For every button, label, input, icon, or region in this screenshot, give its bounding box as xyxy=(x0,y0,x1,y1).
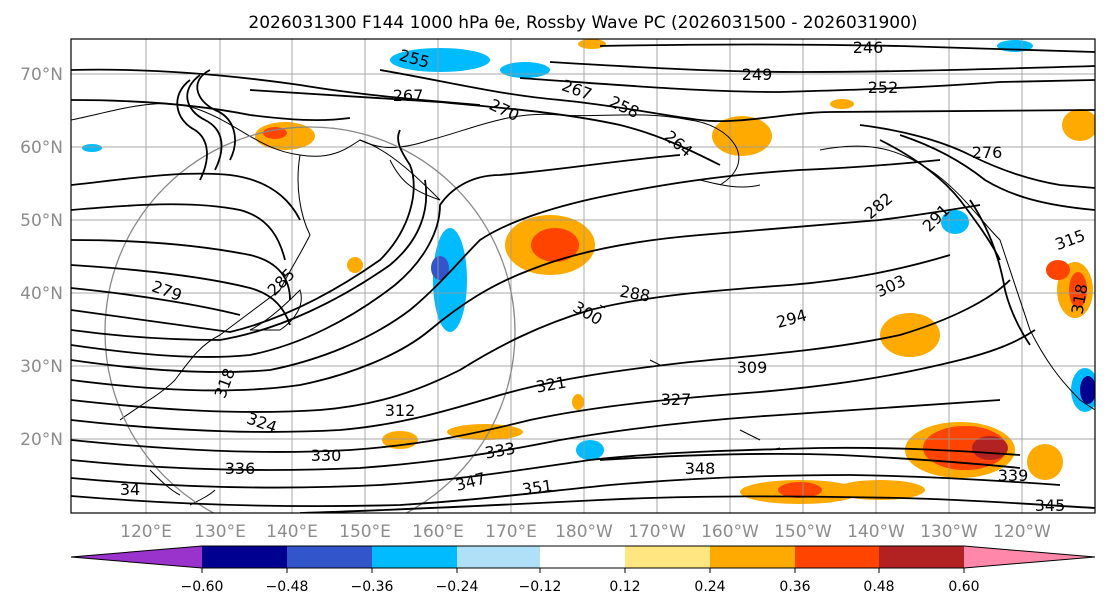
negative-anomaly-patch xyxy=(941,210,969,234)
contour-label: 327 xyxy=(661,390,692,409)
positive-anomaly-patch xyxy=(1027,444,1063,480)
negative-anomaly-patch xyxy=(576,440,604,460)
latitude-labels: 70°N 60°N 50°N 40°N 30°N 20°N xyxy=(20,65,63,450)
contour-label: 252 xyxy=(868,78,899,97)
contour-label: 336 xyxy=(225,459,256,478)
contour-label: 267 xyxy=(393,86,424,105)
positive-anomaly-patch xyxy=(835,480,925,500)
negative-anomaly-patch xyxy=(500,62,550,78)
contour-label: 345 xyxy=(1035,496,1066,515)
contour-label: 309 xyxy=(737,358,768,377)
positive-anomaly-core xyxy=(972,436,1008,460)
lat-label: 60°N xyxy=(20,138,63,158)
lon-label: 160°W xyxy=(701,522,759,542)
lon-label: 180°W xyxy=(555,522,613,542)
positive-anomaly-patch xyxy=(830,99,854,109)
lon-label: 150°E xyxy=(339,522,391,542)
positive-anomaly-patch xyxy=(347,257,363,273)
colorbar-tick-label: −0.24 xyxy=(436,579,479,595)
colorbar-tick-label: 0.48 xyxy=(863,579,894,595)
colorbar-segment xyxy=(540,546,625,568)
positive-anomaly-core xyxy=(263,127,287,139)
colorbar-segment xyxy=(964,546,1095,568)
colorbar-tick-label: −0.12 xyxy=(519,579,562,595)
negative-anomaly-patch xyxy=(82,144,102,152)
lat-label: 70°N xyxy=(20,65,63,85)
contour-label: 246 xyxy=(853,38,884,57)
region-circle xyxy=(104,126,516,513)
lat-label: 20°N xyxy=(20,430,63,450)
colorbar-segment xyxy=(710,546,795,568)
lon-label: 160°E xyxy=(412,522,464,542)
positive-anomaly-core xyxy=(1069,272,1087,308)
contour-label: 351 xyxy=(521,476,554,499)
contour-label: 330 xyxy=(311,446,342,465)
lat-label: 50°N xyxy=(20,211,63,231)
negative-anomaly-patch xyxy=(390,48,490,72)
colorbar-tick-label: 0.36 xyxy=(779,579,810,595)
colorbar-segment xyxy=(795,546,879,568)
lon-label: 130°W xyxy=(920,522,978,542)
lat-label: 30°N xyxy=(20,357,63,377)
colorbar-tick-label: 0.24 xyxy=(694,579,725,595)
lon-label: 140°W xyxy=(847,522,905,542)
colorbar-segment xyxy=(287,546,372,568)
colorbar-segment xyxy=(879,546,964,568)
colorbar-segment xyxy=(202,546,287,568)
contour-label: 276 xyxy=(972,143,1003,162)
lon-label: 170°W xyxy=(628,522,686,542)
longitude-labels: 120°E 130°E 140°E 150°E 160°E 170°E 180°… xyxy=(120,522,1051,542)
colorbar-segment xyxy=(372,546,457,568)
colorbar-tick-label: 0.12 xyxy=(609,579,640,595)
colorbar-segment xyxy=(625,546,710,568)
contour-label: 312 xyxy=(385,401,416,420)
map-frame xyxy=(70,38,1096,514)
negative-anomaly-core xyxy=(431,256,449,280)
colorbar: −0.60 −0.48 −0.36 −0.24 −0.12 0.12 0.24 … xyxy=(70,545,1096,595)
lon-label: 120°W xyxy=(993,522,1051,542)
lon-label: 120°E xyxy=(120,522,172,542)
lon-label: 150°W xyxy=(774,522,832,542)
lat-label: 40°N xyxy=(20,284,63,304)
contour-label: 348 xyxy=(685,459,716,478)
colorbar-tick-label: −0.48 xyxy=(266,579,309,595)
negative-anomaly-core xyxy=(1080,376,1095,404)
positive-anomaly-core xyxy=(531,228,579,262)
lon-label: 140°E xyxy=(266,522,318,542)
contour-label: 249 xyxy=(742,65,773,84)
theta-e-contours xyxy=(71,43,1095,513)
negative-anomaly-patch xyxy=(433,228,467,332)
positive-anomaly-patch xyxy=(712,116,772,156)
colorbar-tick-label: −0.60 xyxy=(181,579,224,595)
lon-label: 170°E xyxy=(485,522,537,542)
positive-anomaly-patch xyxy=(1062,109,1095,141)
positive-anomaly-patch xyxy=(578,39,606,49)
figure-title: 2026031300 F144 1000 hPa θe, Rossby Wave… xyxy=(248,13,917,33)
colorbar-tick-label: 0.60 xyxy=(948,579,979,595)
colorbar-ticks xyxy=(201,568,965,573)
lon-label: 130°E xyxy=(194,522,246,542)
colorbar-tick-label: −0.36 xyxy=(351,579,394,595)
positive-anomaly-patch xyxy=(880,313,940,357)
colorbar-segment xyxy=(457,546,540,568)
colorbar-segment xyxy=(71,546,202,568)
positive-anomaly-core xyxy=(778,482,822,498)
contour-label: 339 xyxy=(998,466,1029,485)
positive-anomaly-patch xyxy=(1046,260,1070,280)
contour-label: 34 xyxy=(120,480,140,499)
positive-anomaly-patch xyxy=(447,424,523,440)
positive-anomaly-patch xyxy=(572,394,584,410)
